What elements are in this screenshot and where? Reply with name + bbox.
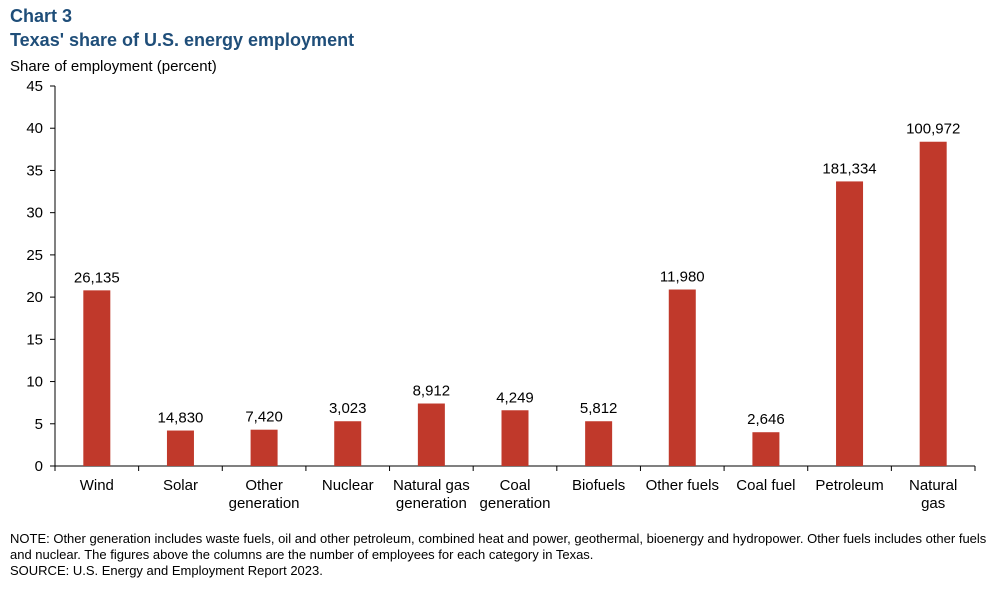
y-tick-label: 15 xyxy=(26,331,43,348)
y-tick-label: 30 xyxy=(26,205,43,222)
data-label: 2,646 xyxy=(747,411,785,428)
x-tick-label: Wind xyxy=(80,477,114,494)
bar xyxy=(668,289,696,466)
data-label: 8,912 xyxy=(413,383,451,400)
data-label: 5,812 xyxy=(580,400,618,417)
data-label: 14,830 xyxy=(158,410,204,427)
bar xyxy=(334,421,362,466)
x-tick-label: gas xyxy=(921,495,945,512)
x-tick-label: generation xyxy=(480,495,551,512)
x-tick-label: generation xyxy=(396,495,467,512)
bar-chart: 0 5 10 15 20 25 30 35 40 45 26,135 Wind 14,830 Solar 7… xyxy=(26,78,976,512)
y-tick-label: 0 xyxy=(35,458,43,475)
data-label: 100,972 xyxy=(906,121,960,138)
chart-label: Chart 3 xyxy=(10,6,73,26)
bar xyxy=(417,403,445,466)
data-label: 7,420 xyxy=(245,409,283,426)
x-tick-label: Other xyxy=(245,477,283,494)
x-tick-label: generation xyxy=(229,495,300,512)
data-label: 4,249 xyxy=(496,389,534,406)
source-text: SOURCE: U.S. Energy and Employment Repor… xyxy=(10,563,323,578)
x-tick-label: Natural xyxy=(909,477,957,494)
y-tick-label: 35 xyxy=(26,162,43,179)
x-tick-label: Nuclear xyxy=(322,477,374,494)
x-tick-label: Biofuels xyxy=(572,477,625,494)
bar xyxy=(752,432,780,466)
x-tick-label: Petroleum xyxy=(815,477,883,494)
data-label: 26,135 xyxy=(74,269,120,286)
x-tick-label: Coal xyxy=(500,477,531,494)
bar xyxy=(166,430,194,466)
y-tick-label: 5 xyxy=(35,416,43,433)
data-label: 3,023 xyxy=(329,400,367,417)
data-label: 181,334 xyxy=(822,160,876,177)
x-tick-label: Natural gas xyxy=(393,477,470,494)
chart-footer: NOTE: Other generation includes waste fu… xyxy=(10,531,990,579)
bar xyxy=(83,290,111,466)
note-text: NOTE: Other generation includes waste fu… xyxy=(10,531,987,562)
y-axis-label: Share of employment (percent) xyxy=(10,58,217,75)
bar xyxy=(836,181,864,466)
y-tick-label: 40 xyxy=(26,120,43,137)
chart-title: Texas' share of U.S. energy employment xyxy=(10,30,355,50)
x-tick-label: Solar xyxy=(163,477,198,494)
x-tick-label: Coal fuel xyxy=(736,477,795,494)
bar xyxy=(919,141,947,466)
bar xyxy=(501,410,529,466)
data-label: 11,980 xyxy=(660,269,705,286)
y-tick-label: 10 xyxy=(26,374,43,391)
x-tick-label: Other fuels xyxy=(646,477,719,494)
y-tick-label: 20 xyxy=(26,289,43,306)
bar xyxy=(585,421,613,466)
bar xyxy=(250,429,278,466)
y-tick-label: 45 xyxy=(26,78,43,95)
y-tick-label: 25 xyxy=(26,247,43,264)
